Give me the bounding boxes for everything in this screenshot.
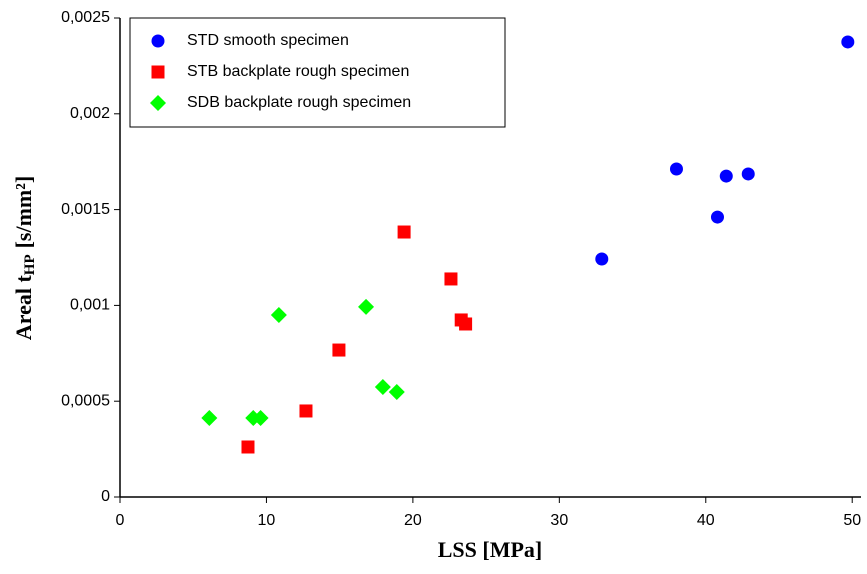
marker-square	[444, 272, 458, 286]
legend-box	[129, 17, 506, 128]
x-tick-label: 50	[843, 512, 861, 529]
marker-circle	[710, 210, 724, 224]
marker-diamond	[201, 410, 218, 427]
marker-square	[459, 317, 473, 331]
y-tick-label: 0,0025	[61, 9, 110, 26]
x-tick-label: 40	[697, 512, 715, 529]
legend-label: STB backplate rough specimen	[187, 63, 409, 80]
marker-square	[332, 343, 346, 357]
legend-label: SDB backplate rough specimen	[187, 94, 411, 111]
y-axis-title-main: Areal t	[11, 275, 36, 341]
y-tick-label: 0,0005	[61, 392, 110, 409]
y-axis-title: Areal tHP [s/mm²]	[11, 176, 38, 340]
x-tick-label: 30	[550, 512, 568, 529]
y-tick-label: 0,002	[70, 105, 110, 122]
marker-square	[299, 404, 313, 418]
marker-circle	[741, 167, 755, 181]
marker-circle	[595, 252, 609, 266]
y-tick-label: 0,001	[70, 297, 110, 314]
legend-marker	[151, 34, 165, 48]
x-tick-label: 10	[258, 512, 276, 529]
marker-square	[397, 225, 411, 239]
marker-square	[241, 440, 255, 454]
legend-marker	[151, 65, 165, 79]
marker-diamond	[374, 379, 391, 396]
marker-diamond	[358, 298, 375, 315]
marker-circle	[669, 162, 683, 176]
legend-marker	[150, 95, 166, 111]
x-axis-title: LSS [MPa]	[438, 537, 543, 562]
marker-diamond	[252, 410, 269, 427]
marker-diamond	[270, 306, 287, 323]
y-tick-label: 0	[101, 488, 110, 505]
marker-diamond	[388, 384, 405, 401]
marker-circle	[841, 35, 855, 49]
legend-label: STD smooth specimen	[187, 32, 349, 49]
y-axis-title-unit: [s/mm²]	[11, 176, 36, 249]
y-axis-title-sub: HP	[22, 254, 38, 275]
y-tick-label: 0,0015	[61, 201, 110, 218]
x-tick-label: 20	[404, 512, 422, 529]
x-tick-label: 0	[116, 512, 125, 529]
marker-circle	[719, 169, 733, 183]
